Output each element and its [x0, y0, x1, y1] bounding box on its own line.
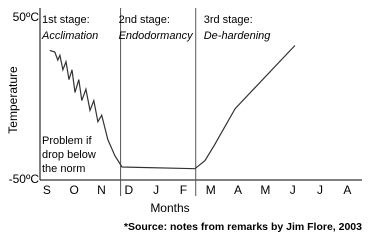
y-tick-label: 50ºC [13, 10, 40, 24]
x-tick-label: N [97, 183, 106, 197]
note: drop below [42, 149, 96, 161]
stage-name: Endodormancy [119, 30, 194, 42]
stage-label: 3rd stage: [204, 14, 253, 26]
x-tick-label: D [124, 183, 133, 197]
x-tick-label: J [290, 183, 296, 197]
x-tick-label: M [260, 183, 270, 197]
note: Problem if [42, 135, 92, 147]
stage-label: 1st stage: [42, 14, 90, 26]
source-note: *Source: notes from remarks by Jim Flore… [124, 221, 362, 233]
stage-name: De-hardening [204, 30, 272, 42]
x-tick-label: J [153, 183, 159, 197]
stage-name: Acclimation [41, 30, 98, 42]
x-tick-label: M [206, 183, 216, 197]
y-tick-label: -50ºC [9, 172, 40, 186]
x-tick-label: O [69, 183, 78, 197]
chart: Temperature Months *Source: notes from r… [6, 8, 362, 233]
x-tick-label: A [343, 183, 351, 197]
x-tick-label: A [234, 183, 242, 197]
x-tick-label: S [43, 183, 51, 197]
y-axis-label: Temperature [6, 66, 20, 134]
temperature-line [49, 45, 296, 170]
x-tick-label: J [317, 183, 323, 197]
stage-label: 2nd stage: [119, 14, 170, 26]
x-tick-label: F [180, 183, 187, 197]
note: the norm [42, 163, 85, 175]
x-axis-label: Months [150, 201, 189, 215]
